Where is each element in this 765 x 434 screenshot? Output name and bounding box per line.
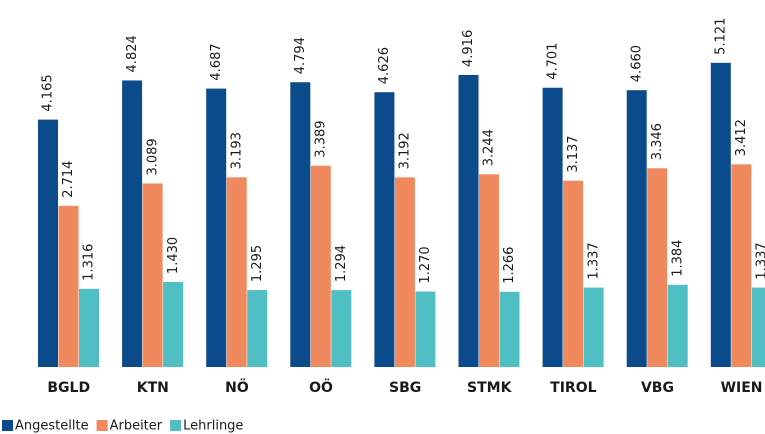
bar bbox=[38, 119, 58, 367]
value-label: 3.137 bbox=[566, 135, 581, 172]
x-tick-label: NÖ bbox=[225, 378, 249, 396]
x-tick-label: KTN bbox=[137, 380, 169, 396]
value-label: 5.121 bbox=[714, 18, 729, 55]
bar bbox=[647, 168, 668, 367]
value-label: 1.316 bbox=[82, 244, 97, 281]
value-label: 1.384 bbox=[670, 240, 685, 277]
x-tick-label: TIROL bbox=[550, 380, 596, 396]
value-label: 3.193 bbox=[229, 132, 244, 169]
x-tick-label: WIEN bbox=[721, 380, 763, 396]
bar bbox=[247, 290, 268, 367]
x-tick-label: STMK bbox=[467, 380, 513, 396]
value-label: 4.660 bbox=[629, 45, 644, 82]
bar bbox=[542, 87, 563, 368]
bar bbox=[479, 174, 499, 367]
bar bbox=[122, 80, 143, 367]
bar bbox=[667, 284, 688, 367]
legend-label: Angestellte bbox=[15, 419, 89, 434]
bar bbox=[226, 177, 247, 367]
x-tick-label: VBG bbox=[641, 380, 674, 396]
value-label: 4.687 bbox=[209, 43, 224, 80]
bar bbox=[563, 180, 584, 367]
value-label: 4.165 bbox=[41, 74, 56, 111]
value-label: 1.430 bbox=[166, 237, 181, 274]
bar bbox=[415, 291, 436, 367]
bar bbox=[710, 62, 731, 368]
bar bbox=[79, 288, 99, 367]
value-label: 3.192 bbox=[398, 132, 413, 169]
value-label: 1.270 bbox=[418, 246, 433, 283]
bar bbox=[142, 183, 163, 367]
value-label: 1.337 bbox=[755, 242, 765, 279]
legend-label: Arbeiter bbox=[110, 419, 163, 434]
bar bbox=[331, 290, 352, 367]
value-label: 3.412 bbox=[734, 119, 749, 156]
bar bbox=[374, 92, 395, 367]
bar bbox=[310, 165, 331, 367]
bar bbox=[751, 287, 765, 367]
value-label: 1.295 bbox=[250, 245, 265, 282]
bar bbox=[583, 287, 604, 367]
value-label: 4.701 bbox=[545, 43, 560, 80]
value-label: 4.794 bbox=[293, 37, 308, 74]
value-label: 4.824 bbox=[125, 35, 140, 72]
value-label: 1.337 bbox=[586, 242, 601, 279]
legend-swatch bbox=[2, 420, 13, 431]
x-tick-label: OÖ bbox=[309, 378, 333, 396]
value-label: 3.089 bbox=[145, 138, 160, 175]
x-tick-label: BGLD bbox=[47, 380, 90, 396]
value-label: 4.916 bbox=[461, 30, 476, 67]
x-tick-label: SBG bbox=[389, 380, 421, 396]
value-label: 3.389 bbox=[314, 120, 329, 157]
value-label: 3.346 bbox=[650, 123, 665, 160]
value-label: 1.266 bbox=[502, 247, 517, 284]
bar bbox=[394, 177, 415, 367]
bar bbox=[626, 90, 647, 368]
legend-swatch bbox=[96, 420, 108, 431]
bar bbox=[58, 205, 79, 367]
value-label: 4.626 bbox=[377, 47, 392, 84]
value-label: 1.294 bbox=[334, 245, 349, 282]
value-label: 3.244 bbox=[482, 129, 497, 166]
bar bbox=[163, 282, 184, 367]
legend-label: Lehrlinge bbox=[183, 419, 243, 434]
bar bbox=[206, 88, 227, 368]
bar bbox=[458, 74, 479, 368]
value-label: 2.714 bbox=[61, 161, 76, 198]
bar bbox=[731, 164, 752, 367]
legend-swatch bbox=[170, 420, 182, 431]
bar bbox=[499, 291, 520, 367]
bar bbox=[290, 82, 311, 368]
